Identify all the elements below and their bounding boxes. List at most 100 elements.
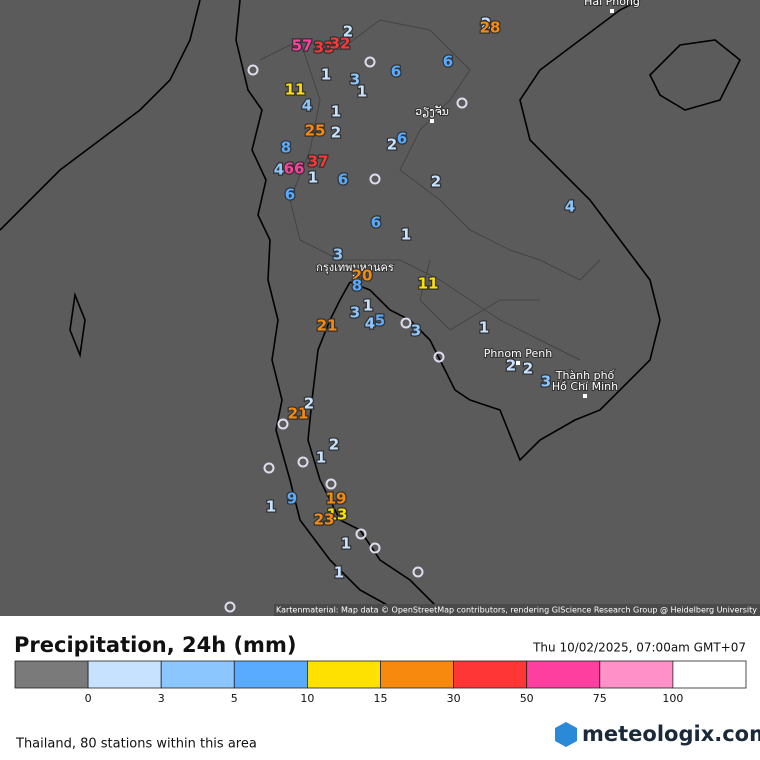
station-value: 4: [365, 315, 375, 333]
city-label: Phnom Penh: [484, 347, 552, 360]
legend-swatch: [526, 660, 601, 689]
station-value: 4: [302, 97, 312, 115]
legend-title: Precipitation, 24h (mm): [14, 633, 296, 657]
city-dot: [353, 275, 357, 279]
station-dry: [456, 97, 468, 109]
legend-tick-label: 15: [374, 692, 388, 705]
station-value: 3: [350, 304, 360, 322]
station-value: 8: [352, 277, 362, 295]
station-value: 6: [443, 53, 453, 71]
legend-tick-label: 5: [231, 692, 238, 705]
station-value: 37: [308, 153, 329, 171]
station-value: 1: [321, 66, 331, 84]
station-dry: [412, 566, 424, 578]
station-value: 9: [287, 490, 297, 508]
station-value: 13: [327, 506, 348, 524]
station-value: 3: [333, 246, 343, 264]
legend-swatch: [453, 660, 528, 689]
legend-swatch: [672, 660, 747, 689]
station-dry: [364, 56, 376, 68]
station-value: 11: [418, 275, 439, 293]
station-value: 2: [304, 395, 314, 413]
station-value: 6: [371, 214, 381, 232]
map-background: [0, 0, 760, 616]
station-value: 21: [317, 317, 338, 335]
attribution: Kartenmaterial: Map data © OpenStreetMap…: [276, 606, 757, 615]
legend-date: Thu 10/02/2025, 07:00am GMT+07: [532, 641, 746, 655]
station-dry: [325, 478, 337, 490]
legend-tick-label: 10: [300, 692, 314, 705]
station-value: 1: [479, 319, 489, 337]
station-value: 8: [281, 139, 291, 157]
station-value: 1: [357, 83, 367, 101]
station-value: 1: [401, 226, 411, 244]
station-dry: [433, 351, 445, 363]
station-value: 3: [350, 71, 360, 89]
station-value: 19: [326, 490, 347, 508]
station-value: 2: [481, 15, 491, 33]
station-dry: [400, 317, 412, 329]
station-value: 1: [341, 535, 351, 553]
station-value: 5: [375, 312, 385, 330]
city-dot: [610, 9, 614, 13]
legend-swatch: [160, 660, 235, 689]
borders: [259, 19, 601, 361]
legend-swatch: [233, 660, 308, 689]
station-dry: [369, 542, 381, 554]
station-value: 2: [329, 436, 339, 454]
station-value: 3: [541, 373, 551, 391]
station-value: 23: [314, 511, 335, 529]
station-value: 2: [343, 23, 353, 41]
attribution-background: [274, 604, 760, 616]
footer-info: Thailand, 80 stations within this area: [15, 737, 257, 752]
city-label: Thành phố: [555, 369, 615, 382]
station-dry: [277, 418, 289, 430]
station-value: 6: [397, 130, 407, 148]
city-label: กรุงเทพมหานคร: [316, 261, 394, 274]
city-dot: [583, 383, 587, 387]
logo-text: meteologix.com: [582, 722, 760, 746]
legend-swatch: [14, 660, 89, 689]
station-dry: [224, 601, 236, 613]
legend-swatch: [87, 660, 162, 689]
station-value: 1: [308, 169, 318, 187]
city-dot: [516, 361, 520, 365]
legend-tick-label: 100: [662, 692, 683, 705]
station-value: 4: [274, 161, 284, 179]
legend-swatch: [306, 660, 381, 689]
station-value: 4: [565, 198, 575, 216]
station-value: 1: [363, 297, 373, 315]
station-dry: [369, 173, 381, 185]
station-value: 2: [506, 357, 516, 375]
city-label: Hồ Chí Minh: [552, 380, 618, 393]
station-value: 21: [288, 405, 309, 423]
station-value: 57: [292, 37, 313, 55]
station-dry: [355, 528, 367, 540]
legend-swatch: [599, 660, 674, 689]
city-label: ວຽງຈັນ: [415, 105, 449, 118]
legend-tick-label: 30: [447, 692, 461, 705]
station-value: 6: [338, 171, 348, 189]
station-value: 2: [331, 124, 341, 142]
city-label: Hải Phòng: [584, 0, 640, 8]
city-dot: [583, 394, 587, 398]
station-value: 33: [314, 39, 335, 57]
logo-icon: [555, 722, 577, 747]
station-value: 25: [305, 122, 326, 140]
station-dry: [247, 64, 259, 76]
station-value: 32: [330, 35, 351, 53]
station-value: 1: [266, 498, 276, 516]
station-value: 11: [285, 81, 306, 99]
legend-tick-label: 0: [85, 692, 92, 705]
station-value: 1: [331, 103, 341, 121]
station-value: 66: [284, 160, 305, 178]
station-value: 2: [387, 136, 397, 154]
station-value: 20: [352, 267, 373, 285]
station-value: 2: [523, 360, 533, 378]
station-value: 6: [391, 63, 401, 81]
station-value: 1: [334, 564, 344, 582]
station-value: 28: [480, 19, 501, 37]
legend-swatch: [380, 660, 454, 689]
city-dot: [430, 119, 434, 123]
